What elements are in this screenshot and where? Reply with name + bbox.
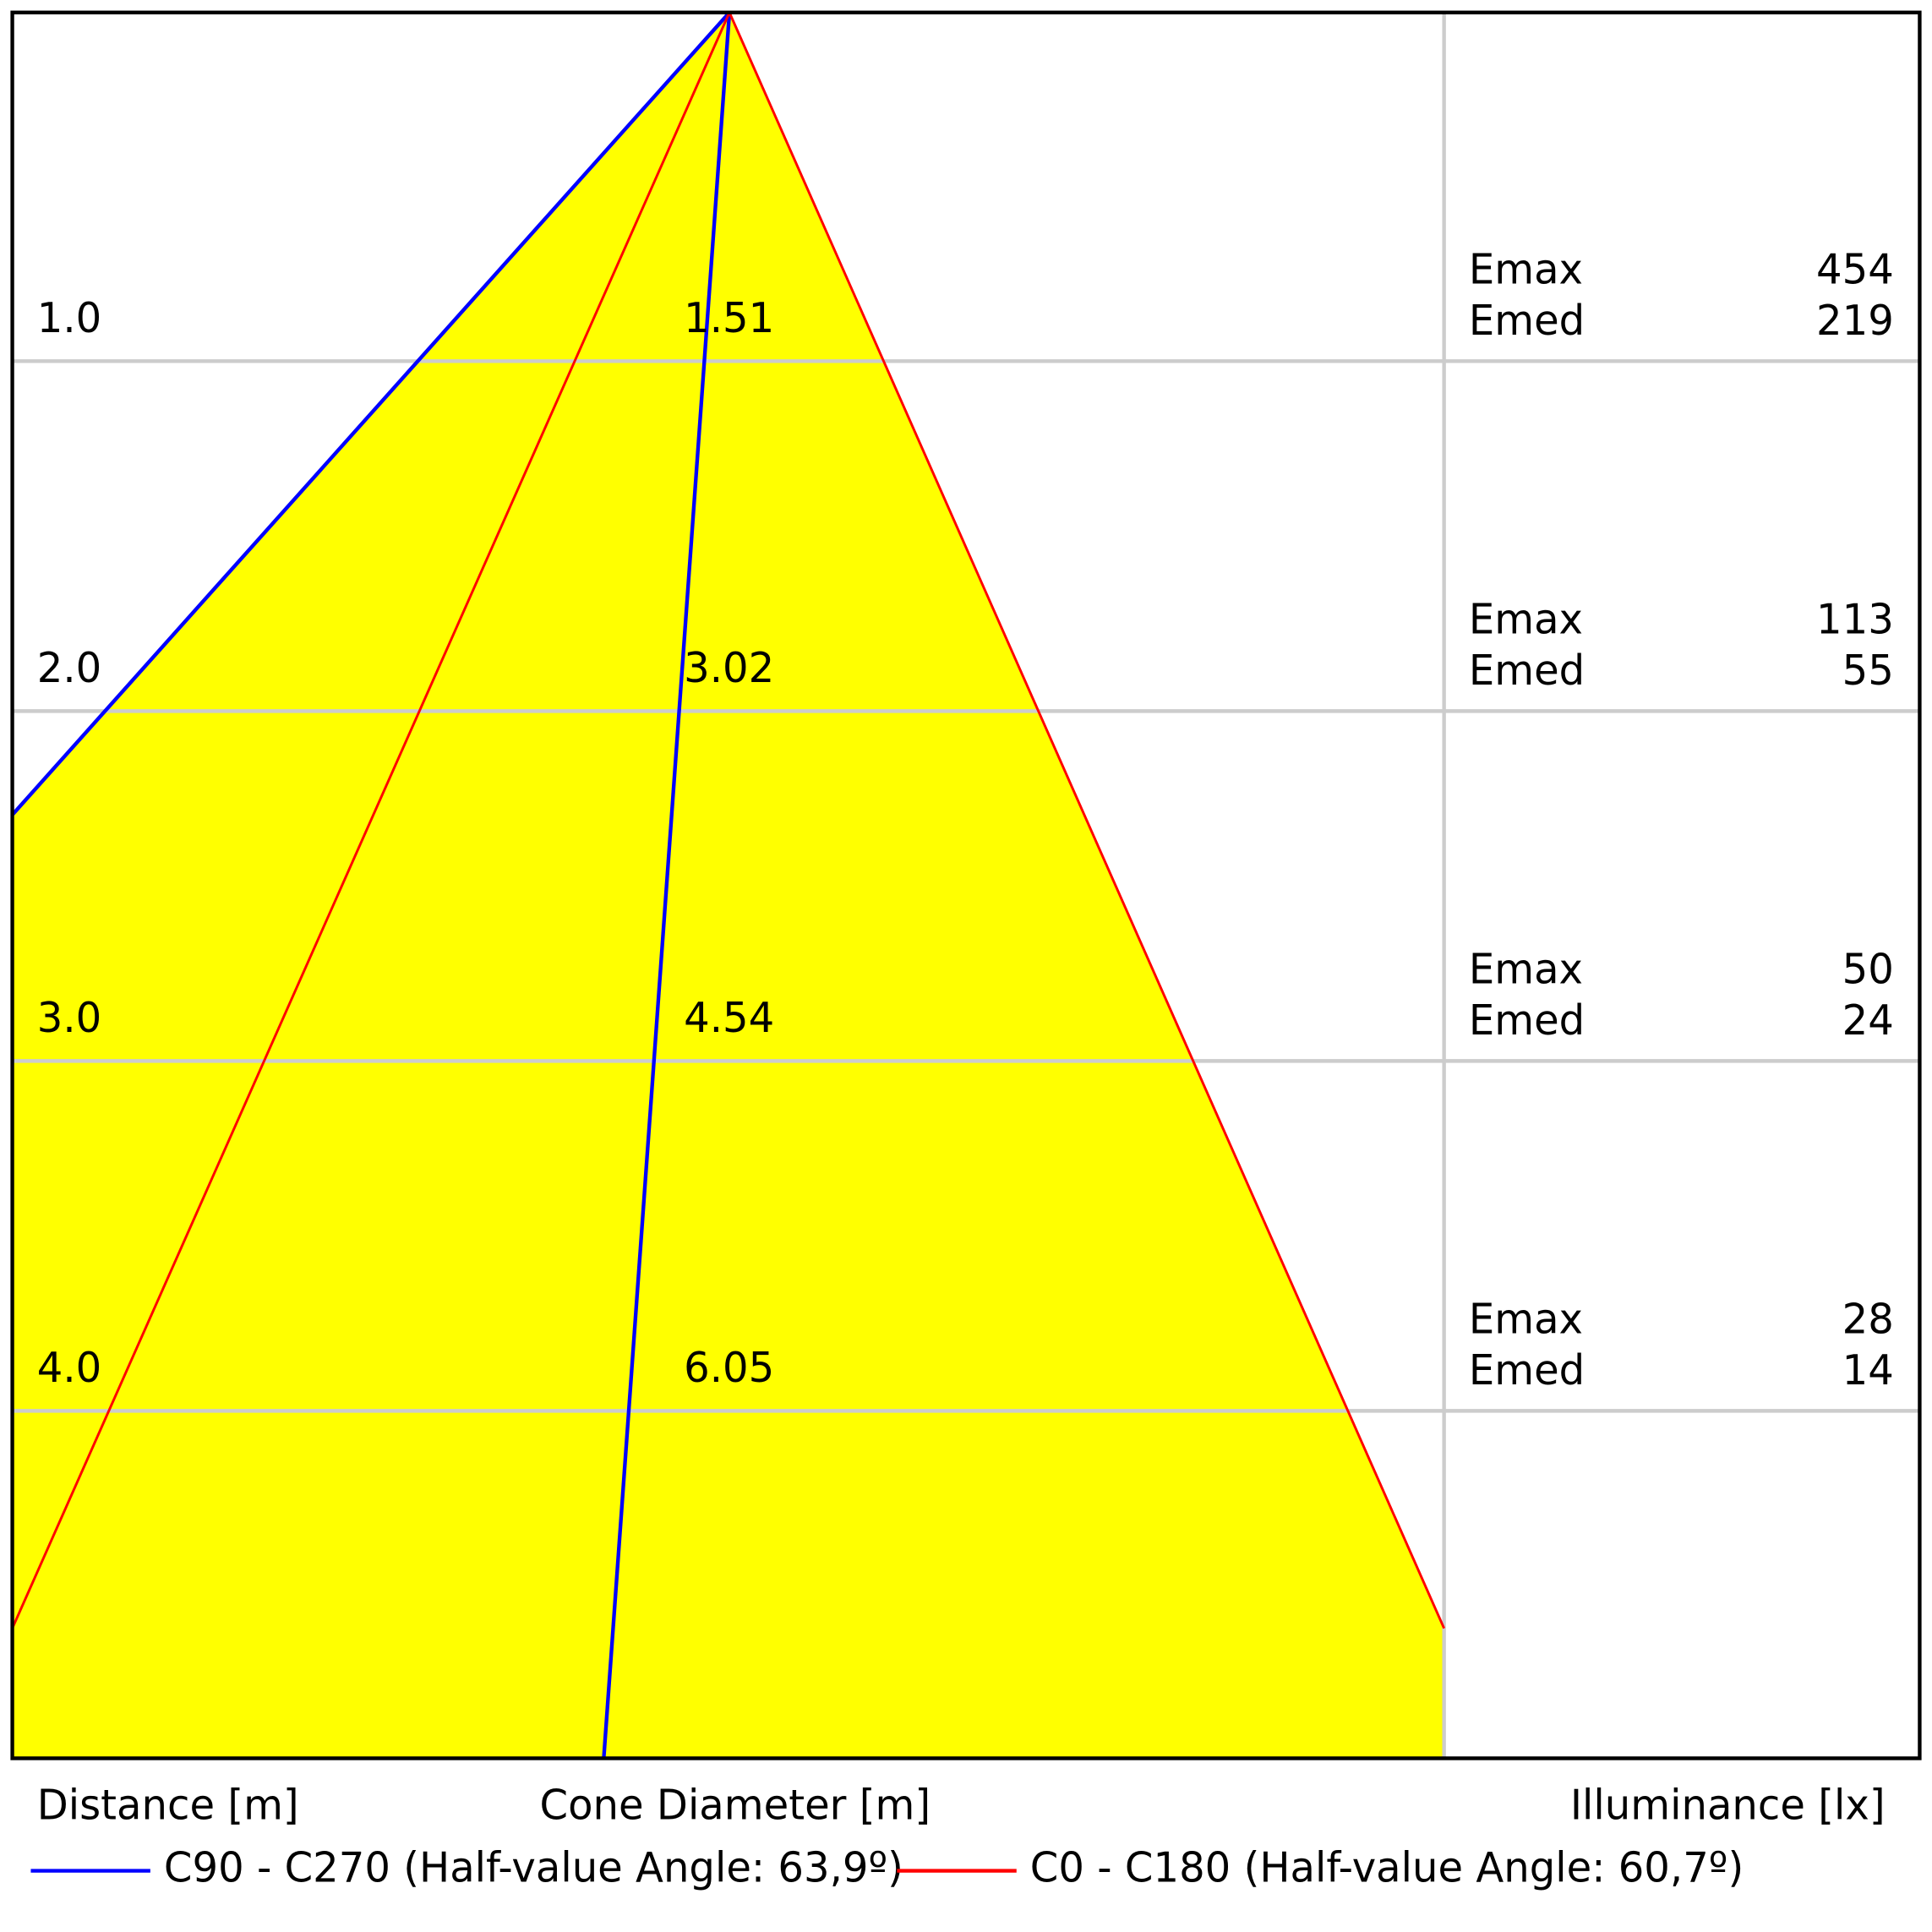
c180-edge [728, 12, 1445, 1629]
diameter-label: 6.05 [684, 1345, 774, 1392]
emax-label: Emax [1469, 1296, 1583, 1343]
c0-edge [11, 12, 731, 1629]
grid [12, 359, 1920, 1413]
emax-label: Emax [1469, 596, 1583, 643]
diameter-label: 1.51 [684, 295, 774, 342]
legend-label: C0 - C180 (Half-value Angle: 60,7º) [1030, 1844, 1744, 1891]
emed-value: 24 [1842, 997, 1894, 1045]
emed-value: 219 [1816, 297, 1894, 345]
emax-value: 28 [1842, 1296, 1894, 1343]
axis-label: Illuminance [lx] [1570, 1782, 1886, 1829]
legend-label: C90 - C270 (Half-value Angle: 63,9º) [164, 1844, 903, 1891]
emed-label: Emed [1469, 297, 1585, 345]
distance-label: 1.0 [37, 295, 102, 342]
labels: 1.0 1.51 Emax 454 Emed 219 2.0 3.02 Emax 113 Emed 5… [37, 246, 1894, 1394]
diameter-label: 4.54 [684, 995, 774, 1042]
diameter-label: 3.02 [684, 645, 774, 692]
cone-area [12, 12, 1444, 1759]
c270-edge [602, 12, 732, 1759]
emax-label: Emax [1469, 946, 1583, 993]
emed-value: 14 [1842, 1347, 1894, 1394]
emed-value: 55 [1842, 647, 1894, 695]
distance-label: 4.0 [37, 1345, 102, 1392]
frame [10, 10, 1922, 1760]
emed-label: Emed [1469, 1347, 1585, 1394]
emax-value: 454 [1816, 246, 1894, 293]
emed-label: Emed [1469, 647, 1585, 695]
distance-label: 2.0 [37, 645, 102, 692]
axis-label: Distance [m] [37, 1782, 299, 1829]
emed-label: Emed [1469, 997, 1585, 1045]
axis-label: Cone Diameter [m] [540, 1782, 931, 1829]
emax-label: Emax [1469, 246, 1583, 293]
c90-edge [10, 11, 731, 816]
emax-value: 50 [1842, 946, 1894, 993]
emax-value: 113 [1816, 596, 1894, 643]
distance-label: 3.0 [37, 995, 102, 1042]
